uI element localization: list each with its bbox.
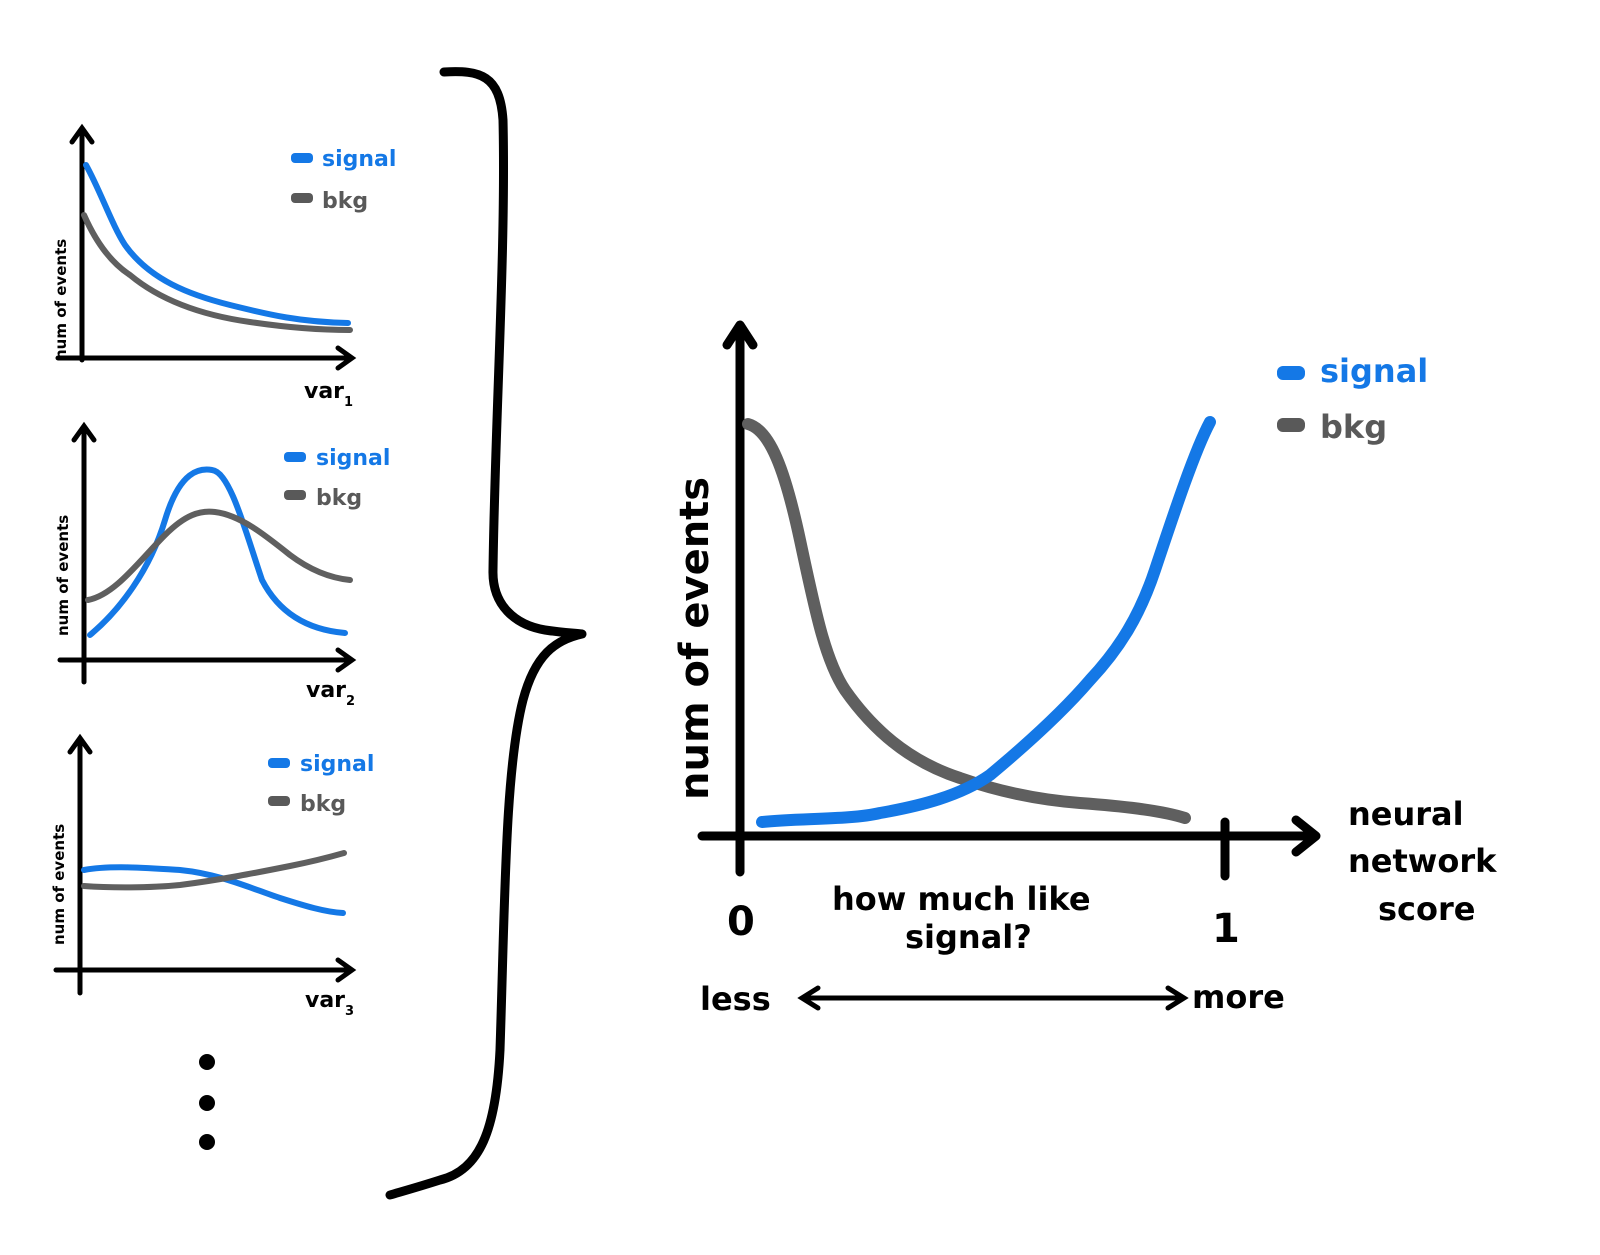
small-panel-3: num of events var3 signal bkg: [50, 733, 374, 1019]
legend-bkg-swatch: [284, 490, 306, 500]
bkg-curve: [81, 850, 347, 891]
legend-bkg-label: bkg: [322, 189, 368, 214]
legend-signal-swatch: [284, 452, 306, 462]
big-panel: num of events neural network score 0 1 h…: [672, 320, 1497, 1018]
x-axis: [55, 345, 357, 371]
legend-signal-swatch: [268, 758, 290, 768]
big-x-label-line-3: score: [1378, 890, 1475, 928]
x-axis-label: var1: [304, 379, 353, 410]
question-line-1: how much like: [832, 880, 1091, 918]
bkg-curve: [81, 212, 353, 333]
signal-curve: [87, 466, 348, 638]
y-axis: [69, 123, 95, 363]
legend-signal-swatch: [1277, 366, 1305, 380]
legend-bkg-label: bkg: [300, 792, 346, 817]
ellipsis-dots: [199, 1054, 215, 1150]
legend-signal-swatch: [291, 153, 313, 163]
legend-bkg-label: bkg: [316, 486, 362, 511]
legend-bkg-swatch: [291, 193, 313, 203]
tick-zero-label: 0: [727, 899, 755, 945]
x-axis: [57, 647, 357, 673]
small-panel-1: num of events var1 signal bkg: [52, 123, 396, 410]
x-axis-label: var3: [305, 988, 354, 1019]
small-panel-2: num of events var2 signal bkg: [54, 421, 390, 709]
question-line-2: signal?: [905, 918, 1032, 956]
x-axis-label: var2: [306, 678, 355, 709]
legend-signal-label: signal: [316, 446, 390, 471]
y-axis-label: num of events: [50, 824, 68, 945]
less-more-arrow: [797, 985, 1189, 1011]
legend-bkg-swatch: [268, 796, 290, 806]
legend-signal-label: signal: [1320, 352, 1428, 390]
bkg-curve: [742, 418, 1191, 824]
big-y-axis: [722, 320, 758, 877]
curly-brace: [385, 67, 587, 1200]
legend-bkg-label: bkg: [1320, 408, 1387, 446]
x-axis: [53, 957, 357, 983]
legend-signal-label: signal: [300, 752, 374, 777]
legend-bkg-swatch: [1277, 418, 1305, 432]
signal-curve: [83, 162, 351, 326]
bkg-curve: [85, 508, 353, 603]
less-label: less: [700, 980, 771, 1018]
big-x-axis: [697, 815, 1321, 857]
signal-curve: [756, 416, 1216, 828]
y-axis-label: num of events: [52, 239, 70, 360]
y-axis: [71, 421, 97, 685]
big-x-label-line-2: network: [1348, 842, 1497, 880]
big-x-label-line-1: neural: [1348, 795, 1464, 833]
y-axis-label: num of events: [54, 515, 72, 636]
tick-one-label: 1: [1212, 906, 1240, 952]
y-axis: [67, 733, 93, 996]
legend-signal-label: signal: [322, 147, 396, 172]
more-label: more: [1192, 978, 1285, 1016]
big-y-axis-label: num of events: [672, 477, 718, 800]
